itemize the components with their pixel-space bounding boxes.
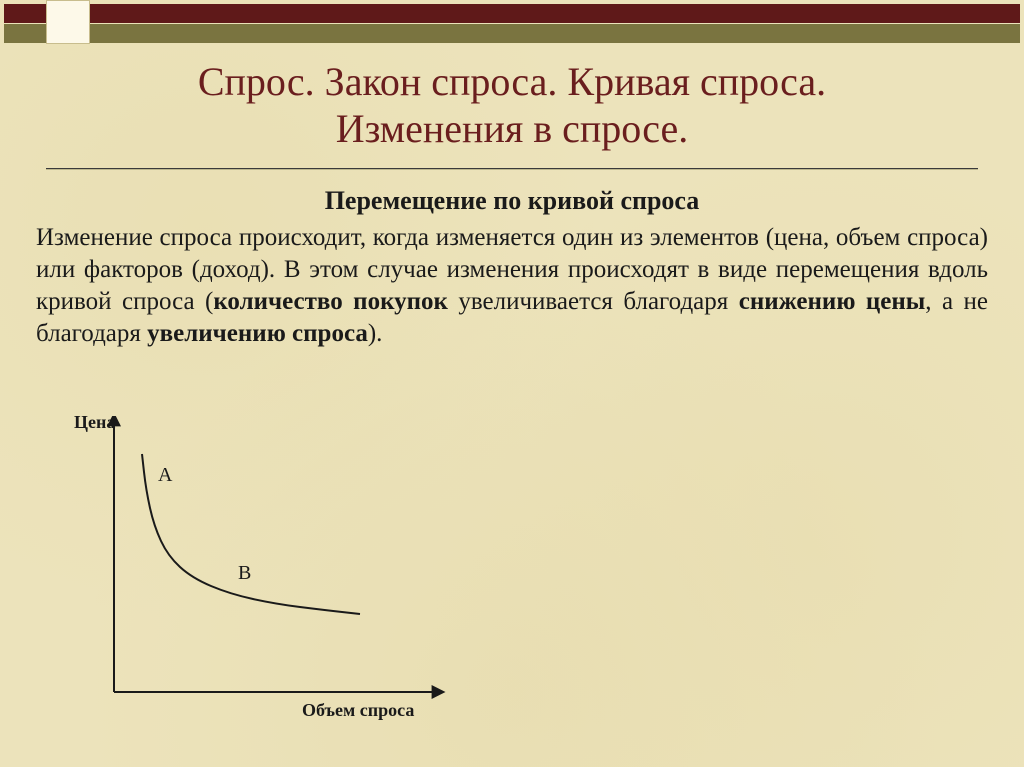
point-label-b: B: [238, 562, 251, 585]
band-white-box: [46, 0, 90, 44]
point-label-a: A: [158, 464, 172, 487]
title-line-2: Изменения в спросе.: [0, 105, 1024, 152]
slide-title: Спрос. Закон спроса. Кривая спроса. Изме…: [0, 58, 1024, 152]
band-maroon: [4, 4, 1020, 23]
body-bold-2: снижению цены: [739, 288, 926, 315]
band-olive: [4, 24, 1020, 43]
section-subtitle: Перемещение по кривой спроса: [0, 186, 1024, 216]
decorative-top-band: [0, 0, 1024, 44]
title-underline: [46, 168, 978, 170]
y-axis-label: Цена: [74, 412, 115, 433]
body-seg-4: ).: [368, 320, 383, 347]
body-paragraph: Изменение спроса происходит, когда измен…: [36, 222, 988, 350]
body-seg-2: увеличивается благодаря: [448, 288, 739, 315]
demand-curve-chart: Цена Объем спроса A B: [62, 416, 482, 726]
title-line-1: Спрос. Закон спроса. Кривая спроса.: [0, 58, 1024, 105]
x-axis-label: Объем спроса: [302, 700, 414, 721]
chart-svg: [62, 416, 482, 726]
body-bold-1: количество покупок: [213, 288, 448, 315]
body-bold-3: увеличению спроса: [147, 320, 368, 347]
